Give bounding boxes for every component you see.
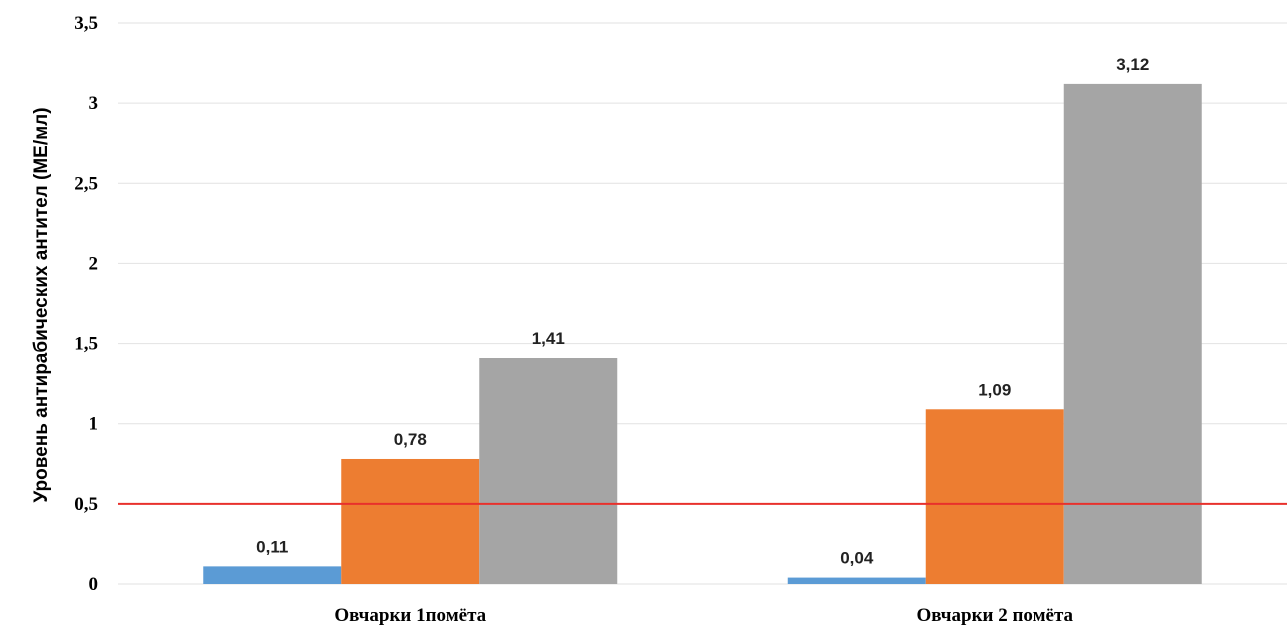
x-category-label: Овчарки 1помёта — [334, 605, 486, 626]
y-tick-label: 0 — [89, 574, 99, 595]
bars — [203, 83, 1202, 584]
bar-value-label: 1,09 — [978, 380, 1011, 399]
y-axis-ticks: 0 0,5 1 1,5 2 2,5 3 3,5 — [74, 13, 98, 595]
y-tick-label: 2,5 — [74, 173, 98, 194]
y-axis-title: Уровень антирабических антител (МЕ/мл) — [31, 107, 52, 502]
bar-value-label: 1,41 — [532, 329, 565, 348]
bar-value-label: 3,12 — [1116, 55, 1149, 74]
x-axis-categories: Овчарки 1помёта Овчарки 2 помёта — [334, 605, 1073, 626]
bar — [1063, 83, 1202, 584]
bar — [479, 357, 618, 584]
bar — [341, 458, 480, 584]
bar — [787, 577, 926, 584]
y-tick-label: 0,5 — [74, 494, 98, 515]
bar-value-label: 0,04 — [840, 549, 874, 568]
y-tick-label: 1 — [89, 414, 99, 435]
bar — [925, 409, 1064, 584]
y-tick-label: 3,5 — [74, 13, 98, 34]
y-tick-label: 2 — [89, 253, 99, 274]
bar-value-label: 0,11 — [256, 537, 288, 556]
bar — [203, 566, 342, 584]
bar-value-label: 0,78 — [394, 430, 427, 449]
data-labels: 0,11 0,78 1,41 0,04 1,09 3,12 — [256, 55, 1149, 568]
y-tick-label: 1,5 — [74, 334, 98, 355]
x-category-label: Овчарки 2 помёта — [916, 605, 1073, 626]
y-tick-label: 3 — [89, 93, 99, 114]
